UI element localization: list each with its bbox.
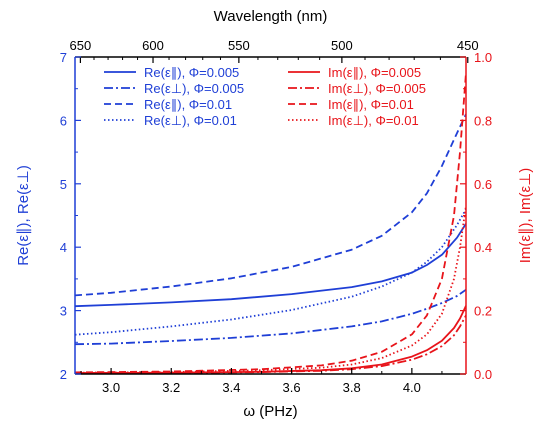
legend-label-1: Re(ε∥), Φ=0.005 xyxy=(144,65,239,80)
series-line-6 xyxy=(75,314,466,374)
left-tick-label: 6 xyxy=(60,113,67,128)
x-tick-label: 4.0 xyxy=(403,380,421,395)
left-axis-title: Re(ε∥), Re(ε⊥) xyxy=(15,165,32,266)
series-line-1 xyxy=(75,223,466,308)
series-line-2 xyxy=(75,288,466,346)
x-tick-label: 3.6 xyxy=(283,380,301,395)
series-line-7 xyxy=(75,72,466,374)
right-tick-label: 0.8 xyxy=(474,113,492,128)
legend-label-3: Re(ε∥), Φ=0.01 xyxy=(144,97,232,112)
right-axis-title: Im(ε∥), Im(ε⊥) xyxy=(517,168,534,264)
left-tick-label: 4 xyxy=(60,240,67,255)
right-tick-label: 0.2 xyxy=(474,304,492,319)
plot-series-group xyxy=(75,72,466,374)
axes-group: 3.0 3.2 3.4 3.6 3.8 4.0ω (PHz)650 600 550 500 450… xyxy=(15,8,534,420)
series-line-5 xyxy=(75,305,466,374)
legend-label-7: Im(ε∥), Φ=0.01 xyxy=(328,97,414,112)
series-line-4 xyxy=(75,208,466,336)
series-line-8 xyxy=(75,205,466,374)
right-tick-label: 0.0 xyxy=(474,367,492,382)
top-tick-label: 500 xyxy=(331,38,353,53)
right-tick-label: 0.4 xyxy=(474,240,492,255)
top-tick-label: 550 xyxy=(228,38,250,53)
legend-label-8: Im(ε⊥), Φ=0.01 xyxy=(328,113,419,128)
top-tick-label: 650 xyxy=(70,38,92,53)
top-axis-title: Wavelength (nm) xyxy=(214,8,328,25)
legend-label-5: Im(ε∥), Φ=0.005 xyxy=(328,65,421,80)
top-tick-label: 450 xyxy=(457,38,479,53)
legend-label-4: Re(ε⊥), Φ=0.01 xyxy=(144,113,237,128)
series-line-3 xyxy=(75,113,466,297)
left-tick-label: 2 xyxy=(60,367,67,382)
x-tick-label: 3.4 xyxy=(222,380,240,395)
right-tick-label: 1.0 xyxy=(474,50,492,65)
right-tick-label: 0.6 xyxy=(474,177,492,192)
legend-label-2: Re(ε⊥), Φ=0.005 xyxy=(144,81,244,96)
x-tick-label: 3.0 xyxy=(102,380,120,395)
left-tick-label: 7 xyxy=(60,50,67,65)
legend-label-6: Im(ε⊥), Φ=0.005 xyxy=(328,81,426,96)
left-tick-label: 3 xyxy=(60,304,67,319)
top-tick-label: 600 xyxy=(142,38,164,53)
x-tick-label: 3.8 xyxy=(343,380,361,395)
x-axis-title: ω (PHz) xyxy=(243,403,297,420)
x-tick-label: 3.2 xyxy=(162,380,180,395)
left-tick-label: 5 xyxy=(60,177,67,192)
